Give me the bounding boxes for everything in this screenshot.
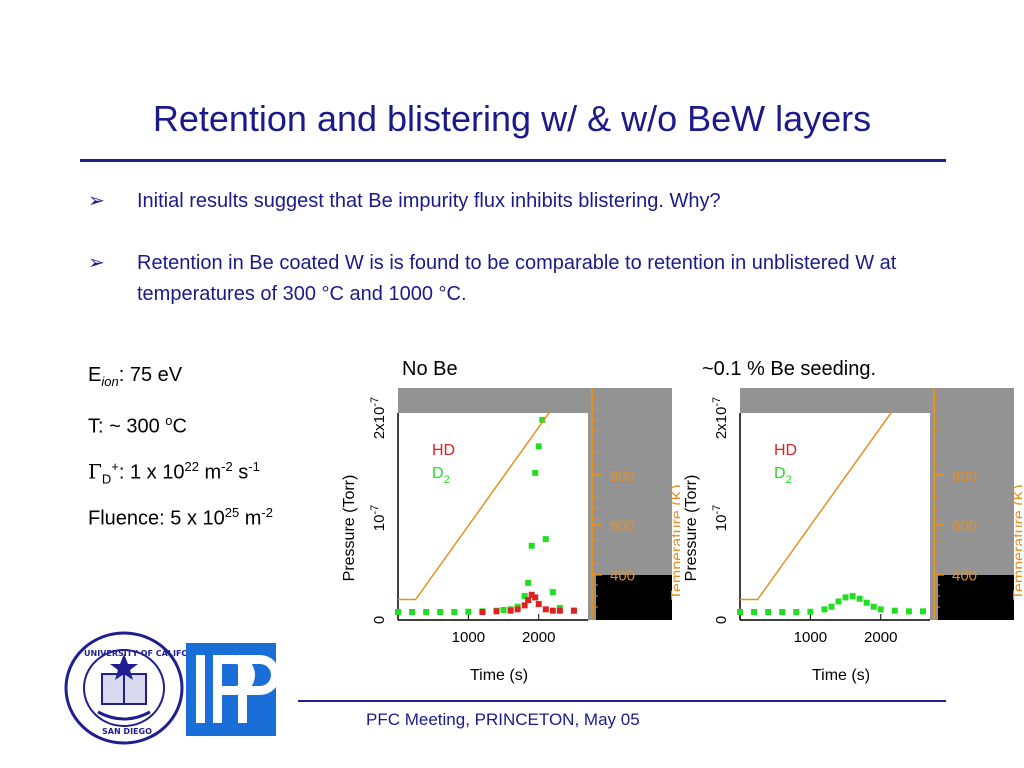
temperature-tick-label: 800 <box>610 468 635 485</box>
hd-data-point <box>525 597 532 604</box>
legend-d2: D2 <box>432 465 450 486</box>
d2-data-point <box>835 598 842 605</box>
hd-data-point <box>570 607 577 614</box>
d2-data-point <box>437 609 444 615</box>
d2-data-point <box>856 595 863 602</box>
bullet-text: Initial results suggest that Be impurity… <box>137 190 721 212</box>
hd-data-point <box>549 607 556 614</box>
x-axis-label: Time (s) <box>470 667 528 684</box>
slide-title: Retention and blistering w/ & w/o BeW la… <box>152 98 872 139</box>
x-tick-label: 2000 <box>864 629 897 646</box>
d2-data-point <box>793 609 800 615</box>
d2-data-point <box>751 609 758 615</box>
d2-data-point <box>765 609 772 615</box>
temperature-tick-label: 600 <box>952 518 977 535</box>
hd-data-point <box>528 591 535 598</box>
d2-data-point <box>525 579 532 586</box>
sem-scale-bar-area <box>938 575 1014 620</box>
d2-data-point <box>870 603 877 610</box>
d2-data-point <box>528 542 535 549</box>
d2-data-point <box>395 609 401 615</box>
d2-data-point <box>423 609 430 615</box>
parameters-list: Eion: 75 eV T: ~ 300 oC ΓD+: 1 x 1022 m-… <box>88 360 273 544</box>
x-tick-label: 1000 <box>794 629 827 646</box>
plot-area <box>740 413 930 620</box>
flux-param: ΓD+: 1 x 1022 m-2 s-1 <box>88 459 260 487</box>
d2-data-point <box>549 589 556 596</box>
temperature-axis-label: Temperature (K) <box>669 484 680 600</box>
y-tick-label: 0 <box>371 616 388 624</box>
hd-data-point <box>479 609 486 615</box>
temperature-param: T: ~ 300 oC <box>88 413 187 438</box>
temperature-ramp-line <box>740 412 892 601</box>
hd-data-point <box>556 607 563 614</box>
ipp-logo <box>186 643 280 736</box>
arrow-bullet-icon: ➢ <box>88 252 105 274</box>
footer-rule <box>298 700 946 702</box>
d2-data-point <box>828 603 835 610</box>
y-axis-label: Pressure (Torr) <box>341 475 358 582</box>
ion-energy: Eion: 75 eV <box>88 364 183 389</box>
temperature-tick-label: 400 <box>952 568 977 585</box>
temperature-ramp-line <box>398 412 550 601</box>
d2-data-point <box>451 609 458 615</box>
plot-be-seeding: 400 600 800 Temperature (K) 1000 2000 Time (s)… <box>683 388 1022 684</box>
ucsd-seal-logo: UNIVERSITY OF CALIFORNIA SAN DIEGO <box>64 631 186 745</box>
d2-data-point <box>842 594 849 601</box>
y-tick-label: 2x10-7 <box>711 397 730 439</box>
d2-data-point <box>539 416 546 423</box>
legend-d2: D2 <box>774 465 792 486</box>
x-tick-label: 1000 <box>452 629 485 646</box>
d2-data-point <box>807 608 814 615</box>
y-tick-label: 10-7 <box>369 505 388 531</box>
d2-data-point <box>500 607 507 614</box>
d2-data-point <box>849 593 856 600</box>
hd-data-point <box>521 602 528 609</box>
y-tick-label: 10-7 <box>711 505 730 531</box>
y-axis-label: Pressure (Torr) <box>683 475 700 582</box>
x-axis-label: Time (s) <box>812 667 870 684</box>
d2-data-point <box>535 443 542 450</box>
d2-data-point <box>891 607 898 614</box>
hd-data-point <box>507 607 514 614</box>
d2-data-point <box>465 608 472 615</box>
arrow-bullet-icon: ➢ <box>88 190 105 212</box>
footer-text: PFC Meeting, PRINCETON, May 05 <box>366 710 640 729</box>
legend-hd: HD <box>432 442 455 459</box>
d2-data-point <box>905 608 912 615</box>
hd-data-point <box>532 594 539 601</box>
legend-hd: HD <box>774 442 797 459</box>
plot-1-title: No Be <box>402 358 458 380</box>
y-tick-label: 2x10-7 <box>369 397 388 439</box>
d2-data-point <box>542 536 549 543</box>
temperature-tick-label: 600 <box>610 518 635 535</box>
d2-data-point <box>409 609 416 615</box>
d2-data-point <box>737 609 743 615</box>
d2-data-point <box>779 609 786 615</box>
d2-data-point <box>863 599 870 606</box>
title-underline <box>80 159 946 162</box>
d2-data-point <box>877 606 884 613</box>
y-tick-label: 0 <box>713 616 730 624</box>
temperature-axis-label: Temperature (K) <box>1011 484 1022 600</box>
d2-data-point <box>821 606 828 613</box>
plot-no-be: 400 600 800 Temperature (K) 1000 2000 Time (s)… <box>341 388 680 684</box>
d2-data-point <box>919 608 926 615</box>
temperature-tick-label: 400 <box>610 568 635 585</box>
x-tick-label: 2000 <box>522 629 555 646</box>
d2-data-point <box>521 593 528 600</box>
hd-data-point <box>493 608 500 615</box>
svg-text:SAN DIEGO: SAN DIEGO <box>102 727 152 736</box>
sem-scale-bar-area <box>596 575 672 620</box>
d2-data-point <box>532 469 539 476</box>
plot-2-title: ~0.1 % Be seeding. <box>702 358 877 380</box>
bullet-text: Retention in Be coated W is is found to … <box>137 252 897 305</box>
fluence-param: Fluence: 5 x 1025 m-2 <box>88 505 273 530</box>
temperature-tick-label: 800 <box>952 468 977 485</box>
svg-text:UNIVERSITY OF CALIFORNIA: UNIVERSITY OF CALIFORNIA <box>84 649 186 658</box>
hd-data-point <box>535 601 542 608</box>
plot-area <box>398 413 588 620</box>
hd-data-point <box>542 606 549 613</box>
hd-data-point <box>514 606 521 613</box>
